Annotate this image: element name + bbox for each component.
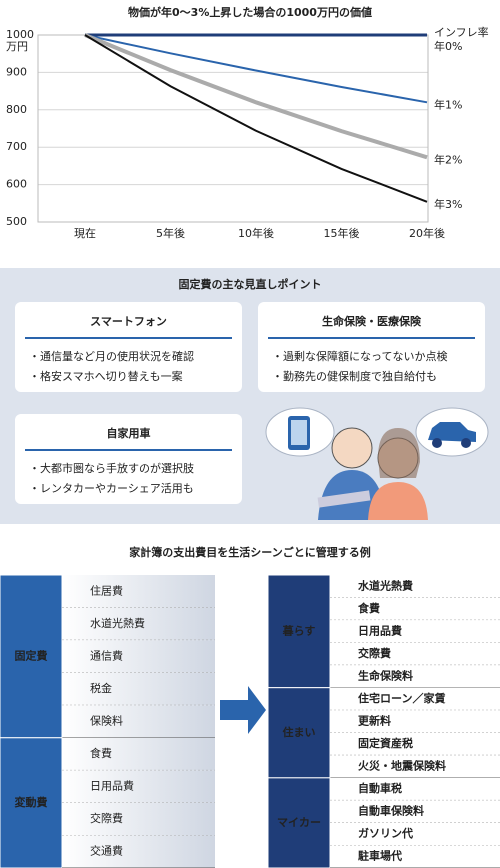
item-cell — [62, 672, 215, 706]
item-label: 通信費 — [90, 648, 123, 662]
series-label: 年2% — [434, 152, 462, 166]
item-label: 税金 — [90, 681, 112, 695]
card-item: ・大都市圏なら手放すのが選択肢 — [29, 461, 194, 475]
group-label: 暮らす — [282, 623, 316, 637]
chart-title: 物価が年0～3%上昇した場合の1000万円の価値 — [128, 5, 372, 19]
y-unit: 万円 — [6, 40, 28, 53]
item-cell — [330, 732, 500, 756]
series-label: 年1% — [434, 97, 462, 111]
group-cell — [0, 574, 63, 739]
card-title: 生命保険・医療保険 — [322, 314, 422, 328]
item-label: 日用品費 — [90, 779, 134, 793]
item-label: 更新料 — [358, 714, 391, 728]
group-label: マイカー — [277, 816, 321, 829]
item-label: 住宅ローン／家賃 — [358, 691, 445, 705]
item-cell — [330, 687, 500, 711]
item-cell — [62, 575, 215, 608]
item-cell — [330, 575, 500, 598]
card — [15, 302, 242, 392]
y-tick-label: 600 — [6, 178, 27, 191]
y-tick-label: 1000 — [6, 28, 34, 41]
card-item: ・過剰な保障額になってないか点検 — [272, 349, 447, 363]
item-cell — [330, 777, 500, 801]
item-cell — [62, 705, 215, 738]
item-label: 自動車保険料 — [358, 804, 424, 818]
item-cell — [62, 737, 215, 771]
item-label: 自動車税 — [358, 781, 402, 795]
annotation: インフレ率 — [434, 25, 489, 39]
card — [15, 414, 242, 504]
item-cell — [330, 597, 500, 621]
item-cell — [62, 802, 215, 836]
item-cell — [330, 822, 500, 846]
card-title: スマートフォン — [90, 315, 167, 328]
item-label: 生命保険料 — [358, 668, 413, 682]
item-label: 交通費 — [90, 844, 123, 858]
item-cell — [330, 642, 500, 666]
x-tick-label: 5年後 — [156, 226, 185, 240]
x-tick-label: 15年後 — [324, 226, 360, 240]
item-cell — [330, 755, 500, 778]
group-cell — [267, 687, 331, 779]
y-tick-label: 700 — [6, 140, 27, 153]
section-title: 家計簿の支出費目を生活シーンごとに管理する例 — [129, 545, 370, 559]
item-cell — [330, 620, 500, 643]
card-item: ・勤務先の健保制度で独自給付も — [272, 369, 437, 383]
plot-frame — [37, 34, 429, 223]
series-label: 年0% — [434, 39, 462, 53]
series-label: 年3% — [434, 197, 462, 211]
series-line — [84, 33, 428, 160]
x-tick-label: 20年後 — [409, 226, 445, 240]
y-tick-label: 500 — [6, 215, 27, 228]
group-cell — [0, 737, 63, 868]
card-item: ・格安スマホへ切り替えも一案 — [29, 369, 183, 383]
group-label: 変動費 — [15, 795, 48, 809]
item-label: 火災・地震保険料 — [358, 759, 446, 773]
item-cell — [330, 665, 500, 688]
group-label: 住まい — [283, 725, 316, 739]
item-label: 保険料 — [90, 714, 123, 728]
item-cell — [62, 640, 215, 673]
item-cell — [62, 835, 215, 868]
item-cell — [62, 770, 215, 803]
y-tick-label: 800 — [6, 103, 27, 116]
item-cell — [62, 607, 215, 641]
item-label: 住居費 — [90, 583, 123, 597]
card — [258, 302, 485, 392]
item-label: 交際費 — [358, 646, 391, 660]
y-tick-label: 900 — [6, 65, 27, 78]
item-label: 水道光熱費 — [90, 616, 145, 630]
card-title: 自家用車 — [107, 426, 151, 440]
illustration — [265, 407, 489, 520]
item-label: 食費 — [358, 601, 380, 615]
item-cell — [330, 845, 500, 868]
item-label: 交際費 — [90, 811, 123, 825]
item-cell — [330, 800, 500, 823]
item-label: 駐車場代 — [358, 849, 402, 863]
item-cell — [330, 710, 500, 733]
x-tick-label: 10年後 — [238, 226, 274, 240]
card-item: ・レンタカーやカーシェア活用も — [29, 482, 194, 495]
item-label: 固定資産税 — [358, 736, 413, 750]
series-line — [84, 34, 428, 104]
card-item: ・通信量など月の使用状況を確認 — [29, 349, 194, 363]
group-label: 固定費 — [15, 648, 48, 662]
series-line — [84, 34, 428, 203]
arrow — [220, 686, 266, 734]
item-label: 水道光熱費 — [358, 578, 413, 592]
x-tick-label: 現在 — [74, 227, 96, 240]
item-label: ガソリン代 — [358, 826, 413, 840]
group-cell — [267, 574, 331, 689]
section-title: 固定費の主な見直しポイント — [179, 277, 322, 291]
item-label: 食費 — [90, 746, 112, 760]
item-label: 日用品費 — [358, 623, 402, 637]
